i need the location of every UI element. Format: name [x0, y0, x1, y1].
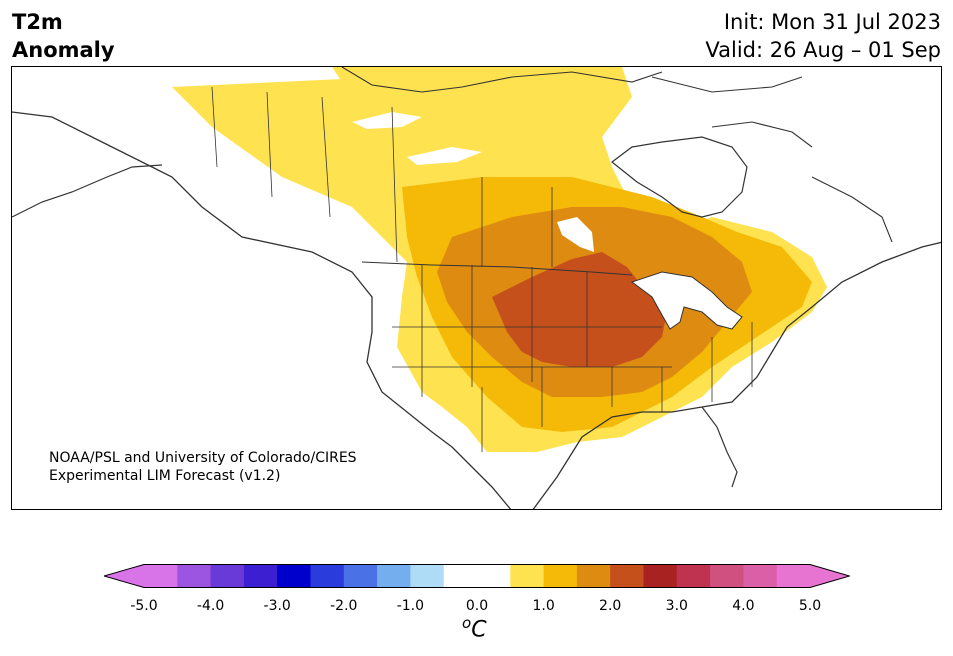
colorbar-tick-label: 2.0 [599, 598, 622, 614]
anomaly-map: NOAA/PSL and University of Colorado/CIRE… [11, 66, 942, 510]
florida-coast [701, 406, 738, 488]
colorbar-segment [543, 564, 578, 588]
colorbar-tick-label: -3.0 [263, 598, 291, 614]
great-lakes [630, 271, 743, 330]
colorbar-tick-label: 4.0 [732, 598, 755, 614]
credit-line-2: Experimental LIM Forecast (v1.2) [49, 468, 281, 484]
colorbar-segment [210, 564, 245, 588]
colorbar-segment [443, 564, 478, 588]
colorbar-segment [676, 564, 711, 588]
colorbar-ticks: -5.0 -4.0 -3.0 -2.0 -1.0 0.0 1.0 2.0 3.0 4.0 5.0 [0, 598, 953, 618]
title-line-2: Anomaly [12, 38, 115, 62]
colorbar-tick-label: 3.0 [665, 598, 688, 614]
colorbar-segment [743, 564, 778, 588]
colorbar-segment [776, 564, 811, 588]
colorbar-tick-label: -2.0 [330, 598, 358, 614]
colorbar-segment [343, 564, 378, 588]
colorbar-segment [643, 564, 678, 588]
colorbar-segment [144, 564, 178, 588]
arctic-islands [341, 67, 893, 243]
colorbar-extend-low [104, 564, 144, 588]
forecast-dates: Init: Mon 31 Jul 2023 Valid: 26 Aug – 01… [705, 8, 941, 64]
colorbar-tick-label: 5.0 [798, 598, 822, 614]
colorbar-segment [610, 564, 644, 588]
colorbar-tick-label: -1.0 [396, 598, 425, 614]
hudson-bay-lakes [557, 217, 594, 252]
alaska-coast [12, 164, 163, 218]
gulf-coastline [532, 241, 941, 509]
colorbar-extend-high [810, 564, 850, 588]
colorbar-segment [477, 564, 511, 588]
west-coastline [12, 111, 512, 509]
province-borders [211, 86, 553, 267]
canada-us-border [361, 261, 633, 276]
northern-lake-2 [407, 147, 482, 165]
colorbar-segment [576, 564, 611, 588]
anomaly-region-level-4 [492, 252, 667, 367]
colorbar-segments [104, 564, 850, 588]
unit-base: C [471, 617, 487, 643]
colorbar-tick-label: 1.0 [532, 598, 555, 614]
anomaly-region-level-1b [332, 67, 492, 97]
unit-superscript: o [462, 614, 472, 632]
colorbar-segment [277, 564, 311, 588]
hudson-bay-coast [611, 136, 748, 218]
colorbar-segment [243, 564, 278, 588]
northern-lake [352, 112, 422, 129]
init-date: Init: Mon 31 Jul 2023 [723, 10, 941, 34]
colorbar-unit: oC [462, 614, 487, 642]
credit-text: NOAA/PSL and University of Colorado/CIRE… [49, 449, 357, 485]
map-canvas [12, 67, 941, 509]
colorbar-tick-label: -5.0 [130, 598, 158, 614]
colorbar-segment [177, 564, 212, 588]
credit-line-1: NOAA/PSL and University of Colorado/CIRE… [49, 450, 357, 466]
colorbar-tick-label: -4.0 [196, 598, 225, 614]
colorbar-segment [410, 564, 445, 588]
colorbar-segment [510, 564, 545, 588]
colorbar-segment [377, 564, 411, 588]
colorbar-tick-label: 0.0 [465, 598, 489, 614]
state-borders [392, 265, 753, 452]
colorbar [104, 564, 850, 588]
map-title: T2m Anomaly [12, 8, 115, 64]
colorbar-outline [104, 564, 850, 588]
colorbar-segment [310, 564, 345, 588]
colorbar-segment [710, 564, 744, 588]
valid-date: Valid: 26 Aug – 01 Sep [705, 38, 941, 62]
title-line-1: T2m [12, 10, 63, 34]
